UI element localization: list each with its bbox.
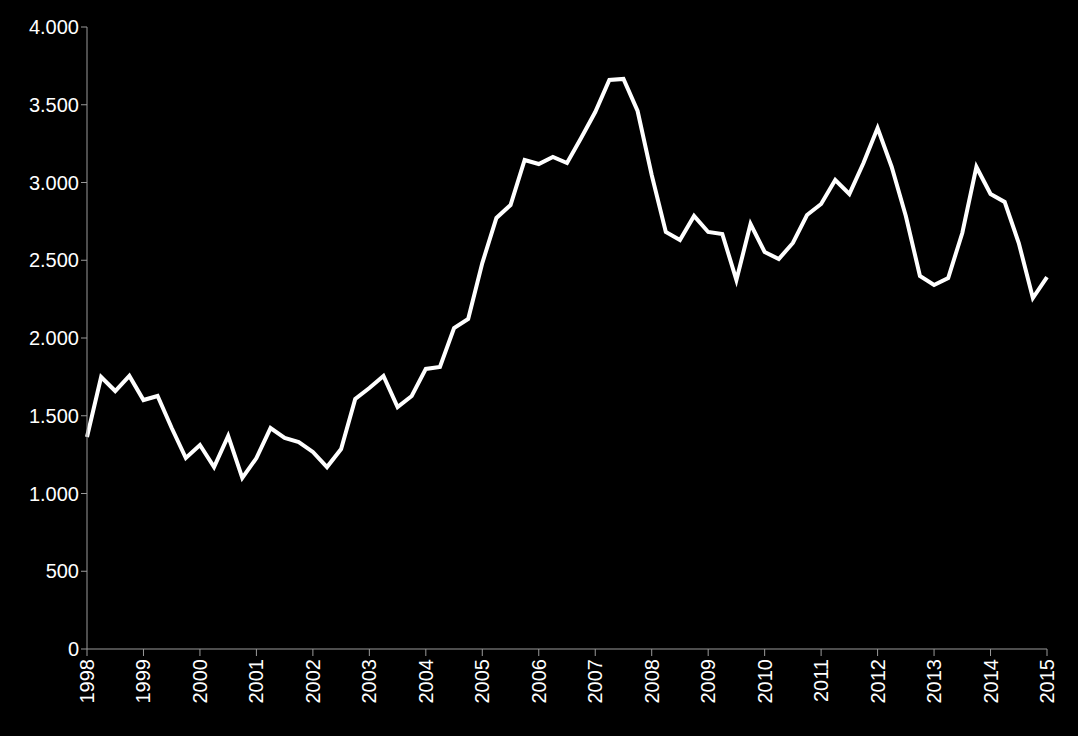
svg-text:2003: 2003 [358,659,380,704]
svg-text:2009: 2009 [697,659,719,704]
svg-text:500: 500 [46,560,79,582]
svg-text:2011: 2011 [810,659,832,702]
svg-text:2006: 2006 [528,659,550,704]
svg-text:2015: 2015 [1036,659,1058,704]
svg-text:2.000: 2.000 [29,327,79,349]
svg-text:2002: 2002 [302,659,324,704]
svg-text:2000: 2000 [189,659,211,704]
svg-text:2.500: 2.500 [29,249,79,271]
svg-text:0: 0 [68,638,79,660]
svg-text:3.500: 3.500 [29,94,79,116]
svg-text:2014: 2014 [980,659,1002,704]
svg-text:2008: 2008 [641,659,663,704]
svg-text:2010: 2010 [754,659,776,704]
svg-text:2005: 2005 [471,659,493,704]
svg-text:4.000: 4.000 [29,16,79,38]
svg-text:1.500: 1.500 [29,405,79,427]
svg-text:2013: 2013 [923,659,945,704]
svg-text:2001: 2001 [245,659,267,704]
svg-text:2007: 2007 [584,659,606,704]
svg-text:1.000: 1.000 [29,483,79,505]
svg-text:3.000: 3.000 [29,172,79,194]
svg-text:2012: 2012 [867,659,889,704]
svg-text:2004: 2004 [415,659,437,704]
svg-text:1999: 1999 [132,659,154,704]
svg-text:1998: 1998 [76,659,98,704]
